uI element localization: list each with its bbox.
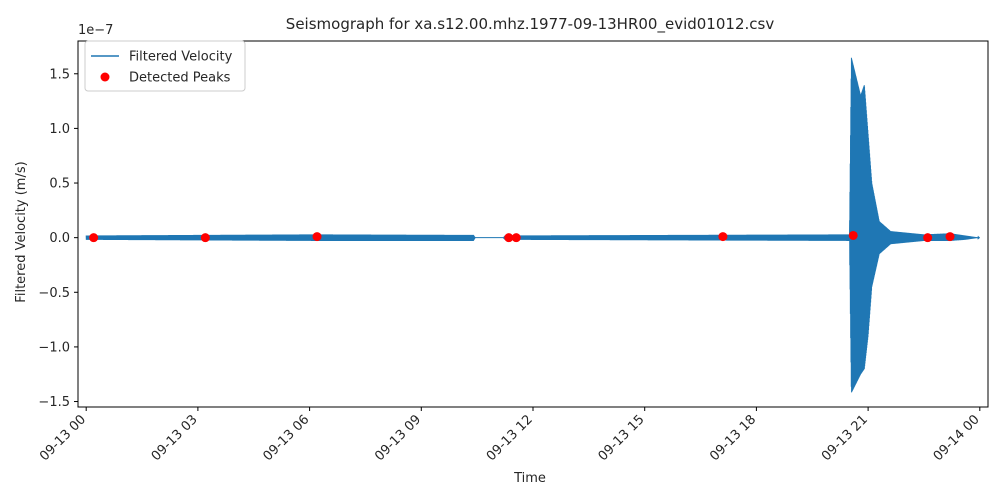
x-tick-label: 09-13 03: [149, 412, 201, 464]
y-offset-label: 1e−7: [78, 23, 113, 38]
legend: Filtered Velocity Detected Peaks: [84, 40, 246, 92]
y-tick-label: −1.0: [38, 340, 70, 355]
legend-entry-filtered-velocity: Filtered Velocity: [129, 50, 233, 65]
detected-peak-point: [923, 233, 933, 243]
legend-entry-detected-peaks: Detected Peaks: [129, 71, 231, 86]
detected-peak-point: [945, 232, 955, 242]
detected-peak-point: [848, 230, 858, 240]
x-tick-label: 09-14 00: [931, 412, 983, 464]
y-tick-label: 0.5: [49, 177, 70, 192]
detected-peak-point: [89, 233, 99, 243]
x-tick-label: 09-13 09: [372, 412, 424, 464]
x-tick-label: 09-13 06: [260, 412, 312, 464]
y-axis-label: Filtered Velocity (m/s): [14, 161, 29, 302]
detected-peak-point: [511, 233, 521, 243]
detected-peak-point: [312, 232, 322, 242]
detected-peak-point: [504, 233, 514, 243]
legend-box: [84, 40, 246, 92]
y-tick-label: 0.0: [49, 231, 70, 246]
x-tick-label: 09-13 12: [484, 412, 536, 464]
x-tick-label: 09-13 15: [596, 412, 648, 464]
x-tick-label: 09-13 18: [707, 412, 759, 464]
detected-peak-point: [200, 233, 210, 243]
y-tick-label: 1.0: [49, 122, 70, 137]
filtered-velocity-line: [85, 57, 980, 393]
y-tick-label: −0.5: [38, 286, 70, 301]
x-tick-label: 09-13 00: [37, 412, 89, 464]
y-tick-label: −1.5: [38, 395, 70, 410]
y-axis-ticks: 1.5 1.0 0.5 0.0 −0.5 −1.0 −1.5: [38, 67, 78, 410]
legend-marker-swatch: [100, 72, 110, 82]
x-axis-label: Time: [513, 471, 546, 486]
plot-area: [85, 57, 980, 393]
x-axis-ticks: 09-13 00 09-13 03 09-13 06 09-13 09 09-13 12…: [37, 407, 983, 464]
plot-frame: [77, 40, 989, 408]
x-tick-label: 09-13 21: [819, 412, 871, 464]
chart-title: Seismograph for xa.s12.00.mhz.1977-09-13…: [286, 15, 775, 34]
detected-peak-point: [718, 232, 728, 242]
y-tick-label: 1.5: [49, 67, 70, 82]
